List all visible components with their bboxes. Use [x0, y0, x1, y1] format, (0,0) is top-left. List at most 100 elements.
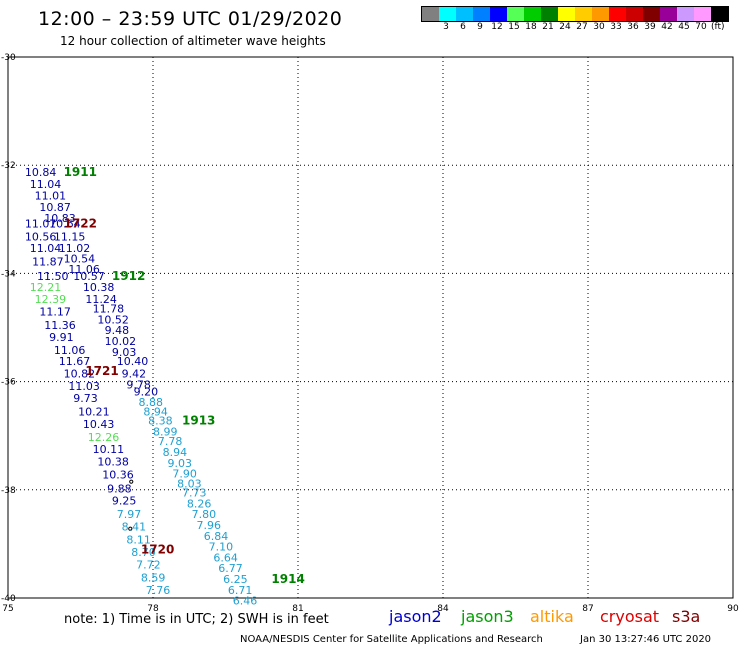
wave-height-reading: 11.01 [35, 189, 66, 202]
wave-height-reading: 9.73 [73, 392, 98, 405]
color-legend [421, 6, 729, 22]
wave-height-reading: 11.04 [30, 242, 62, 255]
wave-height-reading: 10.11 [93, 443, 125, 456]
wave-height-reading: 10.57 [73, 270, 105, 283]
pass-time-label: 1912 [112, 269, 145, 283]
legend-swatch [439, 7, 456, 21]
longitude-tick-label: 78 [147, 604, 159, 614]
wave-height-reading: 8.88 [139, 396, 164, 409]
wave-height-reading: 8.99 [153, 425, 178, 438]
wave-height-reading: 8.03 [177, 477, 202, 490]
wave-height-reading: 11.24 [85, 293, 117, 306]
wave-height-reading: 7.72 [136, 558, 161, 571]
satellite-jason3: jason3 [461, 607, 514, 626]
wave-height-reading: 10.21 [78, 405, 110, 418]
wave-height-reading: 10.84 [25, 166, 56, 179]
wave-height-reading: 11.17 [39, 305, 71, 318]
wave-height-reading: 10.02 [105, 335, 136, 348]
longitude-tick-label: 87 [582, 604, 593, 614]
legend-label: 15 [508, 22, 520, 32]
wave-height-reading: 7.10 [209, 541, 234, 554]
chart-subtitle: 12 hour collection of altimeter wave hei… [60, 34, 326, 48]
wave-height-reading: 11.87 [32, 255, 64, 268]
pass-time-label: 1721 [85, 364, 118, 378]
wave-height-reading: 11.03 [68, 380, 100, 393]
legend-swatch [694, 7, 711, 21]
legend-label: 33 [610, 22, 622, 32]
wave-height-reading: 10.38 [83, 281, 115, 294]
legend-label: 21 [542, 22, 554, 32]
generation-timestamp: Jan 30 13:27:46 UTC 2020 [580, 634, 712, 645]
wave-height-reading: 12.26 [88, 431, 120, 444]
wave-height-reading: 8.38 [148, 415, 173, 428]
wave-height-reading: 8.70 [131, 546, 156, 559]
legend-label: 30 [593, 22, 605, 32]
wave-height-reading: 7.97 [117, 508, 142, 521]
legend-swatch [592, 7, 609, 21]
wave-height-reading: 11.78 [93, 303, 125, 316]
wave-height-reading: 10.38 [97, 456, 128, 469]
legend-swatch [660, 7, 677, 21]
wave-height-reading: 8.41 [122, 521, 147, 534]
wave-height-reading: 6.46 [233, 595, 258, 608]
wave-height-reading: 7.90 [172, 468, 197, 481]
wave-height-reading: 6.25 [223, 573, 248, 586]
legend-label: 9 [477, 22, 483, 32]
legend-swatch [541, 7, 558, 21]
wave-height-reading: 11.67 [59, 355, 91, 368]
wave-height-reading: 9.20 [134, 385, 159, 398]
wave-height-reading: 11.04 [30, 178, 62, 191]
legend-swatch [422, 7, 439, 21]
footer-note: note: 1) Time is in UTC; 2) SWH is in fe… [64, 612, 329, 627]
legend-label: 18 [525, 22, 537, 32]
legend-label: 27 [576, 22, 588, 32]
wave-height-reading: 7.76 [146, 584, 171, 597]
satellite-cryosat: cryosat [600, 607, 660, 626]
wave-height-reading: 10.40 [117, 355, 149, 368]
island-marker [128, 526, 133, 531]
longitude-tick-label: 81 [292, 604, 303, 614]
wave-height-reading: 9.25 [112, 495, 136, 508]
legend-swatch [609, 7, 626, 21]
pass-time-label: 1911 [64, 165, 97, 179]
wave-height-reading: 7.80 [192, 508, 217, 521]
wave-height-reading: 10.83 [44, 212, 76, 225]
wave-height-reading: 10.56 [25, 231, 56, 244]
wave-height-reading: 10.82 [64, 367, 95, 380]
wave-height-reading: 10.52 [97, 313, 128, 326]
wave-height-reading: 11.07 [25, 218, 56, 231]
pass-time-label: 1720 [141, 542, 174, 556]
legend-label: 3 [443, 22, 449, 32]
map-frame [7, 56, 734, 599]
longitude-tick-label: 75 [2, 604, 13, 614]
latitude-tick-label: -38 [1, 486, 16, 496]
wave-height-reading: 6.71 [228, 584, 253, 597]
legend-swatch [473, 7, 490, 21]
legend-label: 24 [559, 22, 571, 32]
wave-height-reading: 10.43 [83, 418, 115, 431]
wave-height-reading: 11.06 [54, 344, 86, 357]
legend-swatch [490, 7, 507, 21]
wave-height-reading: 9.78 [126, 378, 150, 391]
legend-swatch [575, 7, 592, 21]
satellite-s3a: s3a [672, 607, 701, 626]
wave-height-reading: 12.39 [35, 293, 66, 306]
pass-time-label: 1722 [64, 217, 97, 231]
island-marker [129, 479, 134, 484]
legend-label: 70 [695, 22, 707, 32]
latitude-tick-label: -36 [1, 378, 16, 388]
longitude-tick-label: 90 [727, 604, 739, 614]
wave-height-reading: 7.78 [158, 435, 183, 448]
legend-swatch [626, 7, 643, 21]
wave-height-reading: 7.96 [197, 519, 222, 532]
wave-height-reading: 11.15 [54, 231, 86, 244]
latitude-tick-label: -34 [1, 269, 16, 279]
wave-height-reading: 10.64 [49, 218, 80, 231]
wave-height-reading: 8.59 [141, 571, 166, 584]
legend-swatch [677, 7, 694, 21]
legend-label: 36 [627, 22, 639, 32]
latitude-tick-label: -40 [1, 594, 16, 604]
legend-swatch [524, 7, 541, 21]
wave-height-reading: 6.77 [218, 562, 243, 575]
